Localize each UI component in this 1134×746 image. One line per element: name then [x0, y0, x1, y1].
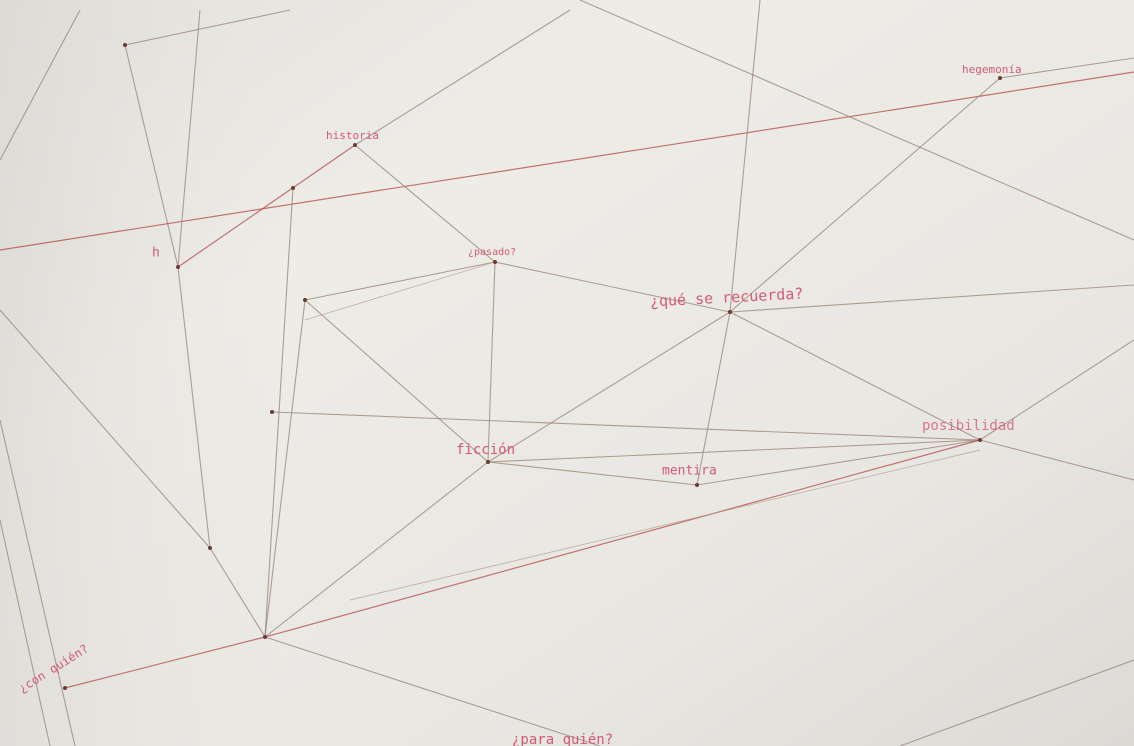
node-point [493, 260, 497, 264]
node-point [208, 546, 212, 550]
node-point [63, 686, 67, 690]
node-point [263, 635, 267, 639]
node-label: ficción [456, 442, 515, 458]
node-point [291, 186, 295, 190]
node-point [123, 43, 127, 47]
node-point [728, 310, 732, 314]
node-point [303, 298, 307, 302]
node-point [353, 143, 357, 147]
node-label: mentira [662, 464, 717, 479]
node-label: posibilidad [922, 418, 1015, 434]
node-point [176, 265, 180, 269]
wall-diagram: hegemonía historia ¿pasado? ¿qué se recu… [0, 0, 1134, 746]
node-label: h [152, 246, 160, 261]
node-point [695, 483, 699, 487]
node-point [978, 438, 982, 442]
page: {"nodes": [ {"label": "hegemonía"}, {"la… [0, 0, 1134, 746]
node-label: ¿pasado? [468, 247, 516, 258]
node-point [998, 76, 1002, 80]
node-label: historia [326, 129, 379, 142]
node-label: hegemonía [962, 63, 1022, 76]
node-point [270, 410, 274, 414]
node-point [486, 460, 490, 464]
node-label: ¿para quién? [512, 732, 613, 746]
